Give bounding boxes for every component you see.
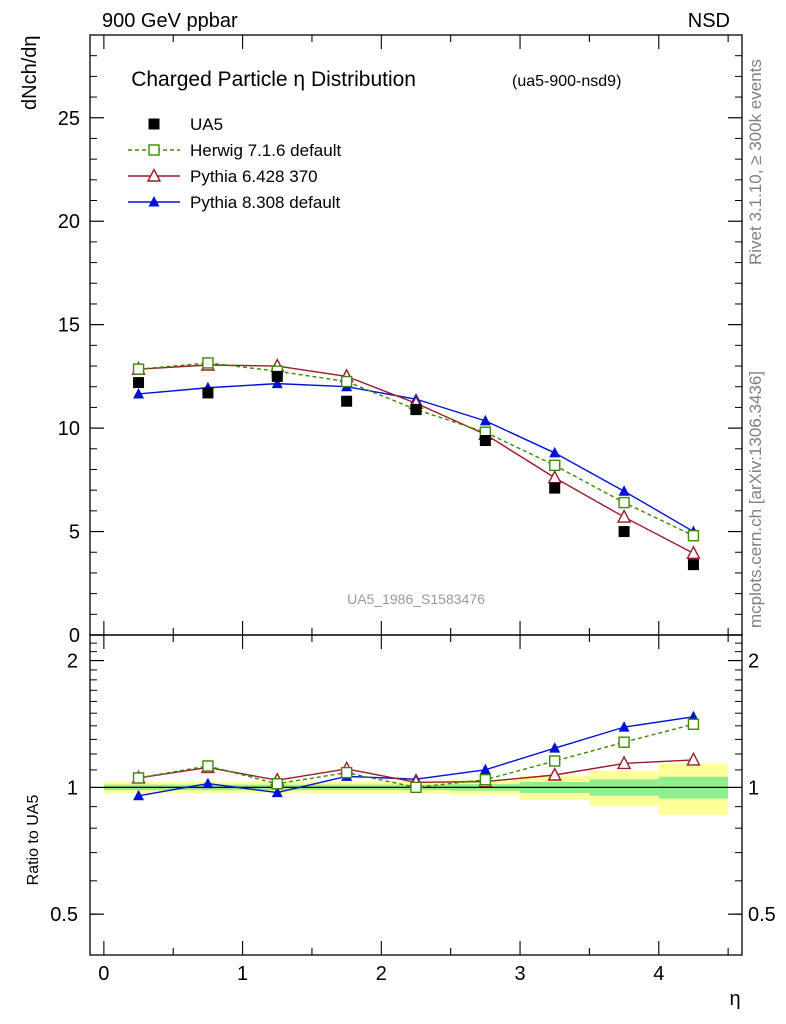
data-point — [133, 387, 145, 399]
process-label: NSD — [688, 10, 730, 32]
rivet-label: Rivet 3.1.10, ≥ 300k events — [746, 59, 765, 265]
data-point — [271, 370, 283, 382]
data-point — [202, 357, 214, 369]
x-axis-label: η — [729, 988, 740, 1010]
legend-label: Herwig 7.1.6 default — [190, 141, 341, 160]
data-point — [616, 509, 632, 523]
series-line — [138, 362, 694, 537]
legend-marker — [148, 196, 160, 207]
ratio-data-point — [202, 777, 214, 789]
data-point — [271, 377, 283, 389]
ratio-y-tick-label-right: 1 — [748, 777, 759, 799]
legend-label: Pythia 6.428 370 — [190, 167, 318, 186]
ratio-data-point — [549, 742, 561, 753]
legend-label: Pythia 8.308 default — [190, 193, 341, 212]
data-point — [410, 403, 422, 415]
legend-marker — [148, 118, 160, 130]
y-tick-label: 15 — [58, 315, 80, 337]
ratio-frame — [89, 634, 743, 956]
ratio-y-tick-label-right: 0.5 — [748, 904, 776, 926]
ratio-data-point — [618, 721, 630, 732]
main-frame — [89, 34, 743, 636]
ratio-data-point — [133, 789, 145, 801]
data-point — [479, 414, 491, 426]
data-point — [549, 446, 561, 458]
data-point — [687, 529, 700, 542]
ratio-data-point — [271, 778, 283, 790]
data-point — [202, 387, 214, 399]
ratio-data-point — [616, 755, 632, 770]
main-series — [131, 356, 701, 571]
ratio-data-point — [410, 781, 422, 794]
ratio-axis-ticks: 0.5 0.5 1 1 2 2 0 1 2 3 4 — [50, 635, 776, 985]
main-axis-ticks: 0 5 10 15 20 25 — [58, 35, 742, 647]
ratio-data-point — [479, 763, 491, 775]
data-point — [549, 459, 561, 472]
ratio-data-point — [618, 736, 630, 748]
data-point — [618, 526, 630, 538]
chart-title: Charged Particle η Distribution — [131, 68, 416, 91]
ratio-y-tick-label: 2 — [67, 651, 78, 673]
data-point — [687, 559, 699, 571]
ratio-data-point — [340, 766, 353, 779]
ratio-y-tick-label: 0.5 — [50, 904, 78, 926]
x-tick-label: 4 — [653, 963, 664, 985]
ratio-data-point — [686, 751, 701, 766]
data-point — [479, 435, 491, 447]
x-tick-label: 3 — [514, 963, 525, 985]
ratio-panel: 0.5 0.5 1 1 2 2 0 1 2 3 4 Ratio to UA5 η — [25, 634, 776, 1010]
x-tick-label: 2 — [376, 963, 387, 985]
data-point — [549, 482, 561, 494]
ratio-ylabel: Ratio to UA5 — [25, 795, 42, 886]
mcplots-label: mcplots.cern.ch [arXiv:1306.3436] — [746, 371, 765, 628]
data-point — [341, 395, 353, 407]
ratio-data-point — [547, 766, 562, 781]
legend-marker — [146, 167, 162, 182]
data-point — [686, 545, 701, 559]
beam-label: 900 GeV ppbar — [102, 10, 238, 32]
data-point — [618, 485, 630, 496]
data-point — [340, 375, 353, 388]
y-tick-label: 20 — [58, 211, 80, 233]
ratio-data-point — [479, 773, 492, 786]
y-tick-label: 0 — [69, 625, 80, 647]
analysis-id: UA5_1986_S1583476 — [347, 591, 485, 607]
ratio-data-point — [132, 772, 145, 784]
ratio-data-point — [271, 786, 283, 798]
ratio-y-tick-label-right: 2 — [748, 651, 759, 673]
y-tick-label: 5 — [69, 522, 80, 544]
data-point — [547, 469, 562, 484]
ratio-series — [131, 710, 701, 801]
y-tick-label: 10 — [58, 418, 80, 440]
data-point — [133, 377, 145, 389]
data-point — [618, 496, 630, 509]
x-tick-label: 0 — [98, 963, 109, 985]
legend-label: UA5 — [190, 115, 223, 134]
legend: UA5 Herwig 7.1.6 default Pythia 6.428 370 P… — [128, 115, 341, 212]
chart-subtitle: (ua5-900-nsd9) — [512, 73, 621, 90]
y-tick-label: 25 — [58, 108, 80, 130]
ratio-y-tick-label: 1 — [67, 777, 78, 799]
main-panel: 0 5 10 15 20 25 Charged Particle η Distributi… — [19, 34, 743, 647]
ratio-data-point — [549, 755, 561, 767]
data-point — [132, 363, 145, 375]
ratio-data-point — [687, 718, 700, 730]
x-tick-label: 1 — [237, 963, 248, 985]
ratio-data-point — [202, 760, 214, 772]
main-ylabel: dNch/dη — [19, 36, 41, 111]
legend-marker — [148, 144, 160, 156]
